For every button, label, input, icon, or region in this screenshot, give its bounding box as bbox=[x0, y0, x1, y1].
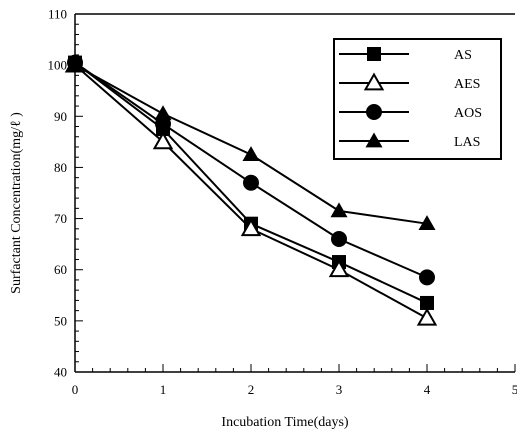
data-point-marker bbox=[366, 104, 382, 120]
x-axis-label: Incubation Time(days) bbox=[221, 415, 348, 430]
y-tick-label: 90 bbox=[54, 109, 67, 124]
legend-box bbox=[333, 38, 502, 160]
y-tick-label: 60 bbox=[54, 262, 67, 277]
data-point-marker bbox=[240, 218, 262, 237]
data-point-marker bbox=[242, 146, 260, 162]
data-point-marker bbox=[330, 202, 348, 218]
x-tick-label: 0 bbox=[72, 382, 79, 397]
legend-label-aes: AES bbox=[454, 77, 480, 92]
y-tick-label: 110 bbox=[48, 7, 67, 22]
x-tick-label: 2 bbox=[248, 382, 255, 397]
data-point-marker bbox=[418, 215, 436, 231]
x-tick-label: 4 bbox=[424, 382, 431, 397]
y-tick-label: 40 bbox=[54, 365, 67, 380]
y-tick-label: 50 bbox=[54, 313, 67, 328]
data-point-marker bbox=[328, 259, 350, 278]
data-point-marker bbox=[420, 295, 434, 310]
legend-label-as: AS bbox=[454, 48, 472, 63]
legend-label-aos: AOS bbox=[454, 106, 482, 121]
data-point-marker bbox=[365, 132, 383, 148]
axes bbox=[74, 13, 515, 373]
y-tick-label: 80 bbox=[54, 160, 67, 175]
data-point-marker bbox=[367, 47, 381, 61]
data-point-marker bbox=[66, 56, 84, 72]
data-point-marker bbox=[419, 269, 435, 286]
y-tick-label: 70 bbox=[54, 211, 67, 226]
x-tick-label: 1 bbox=[160, 382, 167, 397]
data-point-marker bbox=[416, 307, 438, 326]
legend: AS AES AOS LAS bbox=[333, 38, 502, 160]
data-point-marker bbox=[154, 105, 172, 121]
legend-label-las: LAS bbox=[454, 135, 480, 150]
series-markers bbox=[64, 54, 438, 326]
data-point-marker bbox=[331, 231, 347, 248]
data-point-marker bbox=[363, 72, 385, 91]
x-tick-label: 3 bbox=[336, 382, 343, 397]
x-tick-label: 5 bbox=[512, 382, 517, 397]
y-tick-label: 100 bbox=[48, 58, 68, 73]
data-point-marker bbox=[152, 131, 174, 150]
y-axis-label: Surfactant Concentration(mg/ℓ ) bbox=[9, 112, 24, 294]
tick-labels: 40 50 60 70 80 90 100 110 0 1 2 3 4 5 bbox=[48, 7, 517, 398]
data-point-marker bbox=[243, 174, 259, 191]
tick-marks bbox=[74, 13, 516, 373]
